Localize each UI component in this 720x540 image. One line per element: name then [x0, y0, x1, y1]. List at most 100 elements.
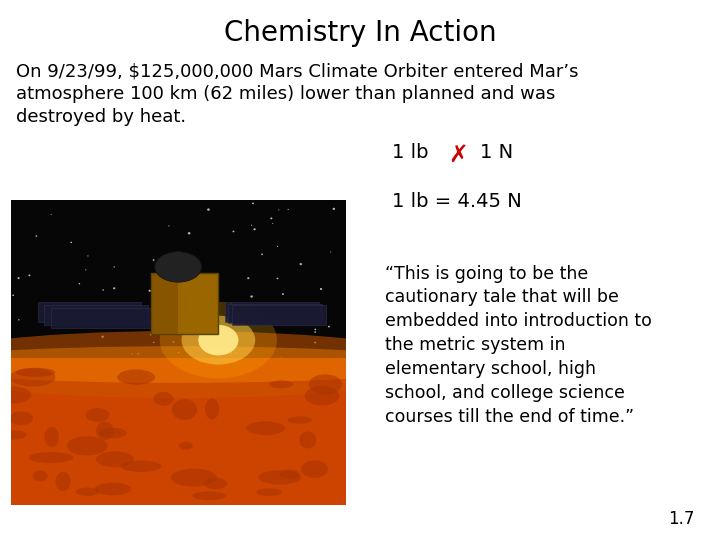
Ellipse shape: [299, 431, 317, 448]
Ellipse shape: [270, 218, 272, 219]
Ellipse shape: [320, 288, 322, 290]
Ellipse shape: [171, 469, 217, 487]
Ellipse shape: [102, 289, 104, 291]
Text: Chemistry In Action: Chemistry In Action: [224, 19, 496, 47]
Ellipse shape: [230, 303, 232, 305]
Ellipse shape: [287, 416, 312, 423]
Ellipse shape: [0, 331, 446, 398]
Ellipse shape: [204, 478, 228, 489]
Ellipse shape: [272, 223, 273, 224]
Ellipse shape: [96, 451, 134, 467]
Ellipse shape: [86, 408, 109, 422]
Ellipse shape: [28, 274, 30, 276]
Ellipse shape: [287, 209, 289, 210]
Ellipse shape: [153, 342, 155, 343]
Ellipse shape: [29, 452, 73, 463]
Ellipse shape: [94, 483, 131, 495]
Ellipse shape: [67, 436, 107, 455]
Bar: [11, 200, 346, 370]
Ellipse shape: [198, 325, 238, 355]
Ellipse shape: [261, 253, 263, 255]
Ellipse shape: [230, 353, 232, 354]
FancyBboxPatch shape: [45, 305, 148, 325]
Ellipse shape: [205, 399, 219, 420]
Ellipse shape: [277, 246, 278, 247]
Ellipse shape: [315, 329, 316, 330]
Ellipse shape: [300, 263, 302, 265]
Ellipse shape: [276, 278, 279, 279]
Ellipse shape: [322, 360, 323, 361]
Ellipse shape: [148, 289, 151, 292]
Ellipse shape: [138, 353, 139, 354]
Ellipse shape: [66, 358, 67, 360]
Ellipse shape: [85, 269, 86, 271]
Ellipse shape: [149, 364, 150, 365]
Ellipse shape: [150, 334, 152, 335]
Ellipse shape: [91, 362, 93, 364]
Ellipse shape: [256, 488, 282, 496]
Ellipse shape: [178, 352, 179, 353]
Ellipse shape: [315, 331, 316, 333]
Ellipse shape: [96, 422, 114, 440]
Ellipse shape: [305, 386, 339, 406]
Ellipse shape: [87, 255, 89, 256]
FancyBboxPatch shape: [232, 305, 325, 325]
Ellipse shape: [55, 472, 71, 491]
FancyBboxPatch shape: [228, 303, 322, 323]
Ellipse shape: [303, 318, 305, 320]
Ellipse shape: [17, 277, 19, 279]
Ellipse shape: [102, 335, 104, 338]
Bar: [11, 359, 346, 505]
Ellipse shape: [9, 411, 33, 426]
Ellipse shape: [171, 399, 197, 420]
Ellipse shape: [0, 386, 31, 403]
Ellipse shape: [9, 368, 55, 387]
Text: ✗: ✗: [449, 143, 468, 167]
Ellipse shape: [153, 392, 174, 406]
Ellipse shape: [251, 295, 253, 298]
Ellipse shape: [99, 428, 127, 438]
Ellipse shape: [173, 341, 174, 343]
Ellipse shape: [78, 283, 80, 285]
FancyBboxPatch shape: [151, 273, 179, 334]
Ellipse shape: [330, 252, 331, 253]
Ellipse shape: [50, 214, 52, 215]
Ellipse shape: [160, 302, 277, 379]
Ellipse shape: [153, 259, 155, 261]
Ellipse shape: [71, 242, 72, 243]
Ellipse shape: [168, 225, 169, 226]
Ellipse shape: [251, 225, 252, 226]
Text: “This is going to be the
cautionary tale that will be
embedded into introduction: “This is going to be the cautionary tale…: [385, 265, 652, 426]
FancyBboxPatch shape: [151, 273, 218, 334]
Ellipse shape: [252, 202, 254, 204]
Ellipse shape: [33, 470, 48, 482]
Ellipse shape: [45, 427, 59, 447]
Ellipse shape: [169, 303, 172, 305]
Ellipse shape: [253, 228, 256, 230]
Ellipse shape: [114, 266, 115, 267]
Ellipse shape: [0, 346, 446, 383]
Ellipse shape: [233, 231, 235, 232]
Text: On 9/23/99, $125,000,000 Mars Climate Orbiter entered Mar’s
atmosphere 100 km (6: On 9/23/99, $125,000,000 Mars Climate Or…: [16, 62, 578, 126]
Ellipse shape: [314, 342, 316, 343]
Ellipse shape: [235, 352, 237, 354]
Ellipse shape: [188, 232, 191, 234]
Ellipse shape: [258, 470, 302, 484]
Ellipse shape: [269, 380, 293, 388]
Ellipse shape: [35, 235, 37, 237]
Ellipse shape: [155, 252, 202, 282]
Ellipse shape: [179, 442, 193, 450]
Ellipse shape: [16, 368, 55, 377]
Ellipse shape: [131, 354, 132, 355]
FancyBboxPatch shape: [37, 302, 141, 322]
Ellipse shape: [267, 312, 269, 314]
Ellipse shape: [120, 461, 161, 472]
Text: 1 N: 1 N: [480, 143, 513, 162]
Text: 1 lb: 1 lb: [392, 143, 429, 162]
Ellipse shape: [333, 208, 335, 210]
Ellipse shape: [177, 252, 179, 254]
Ellipse shape: [181, 316, 255, 364]
Ellipse shape: [0, 430, 27, 440]
FancyBboxPatch shape: [51, 308, 155, 328]
Ellipse shape: [12, 294, 14, 296]
